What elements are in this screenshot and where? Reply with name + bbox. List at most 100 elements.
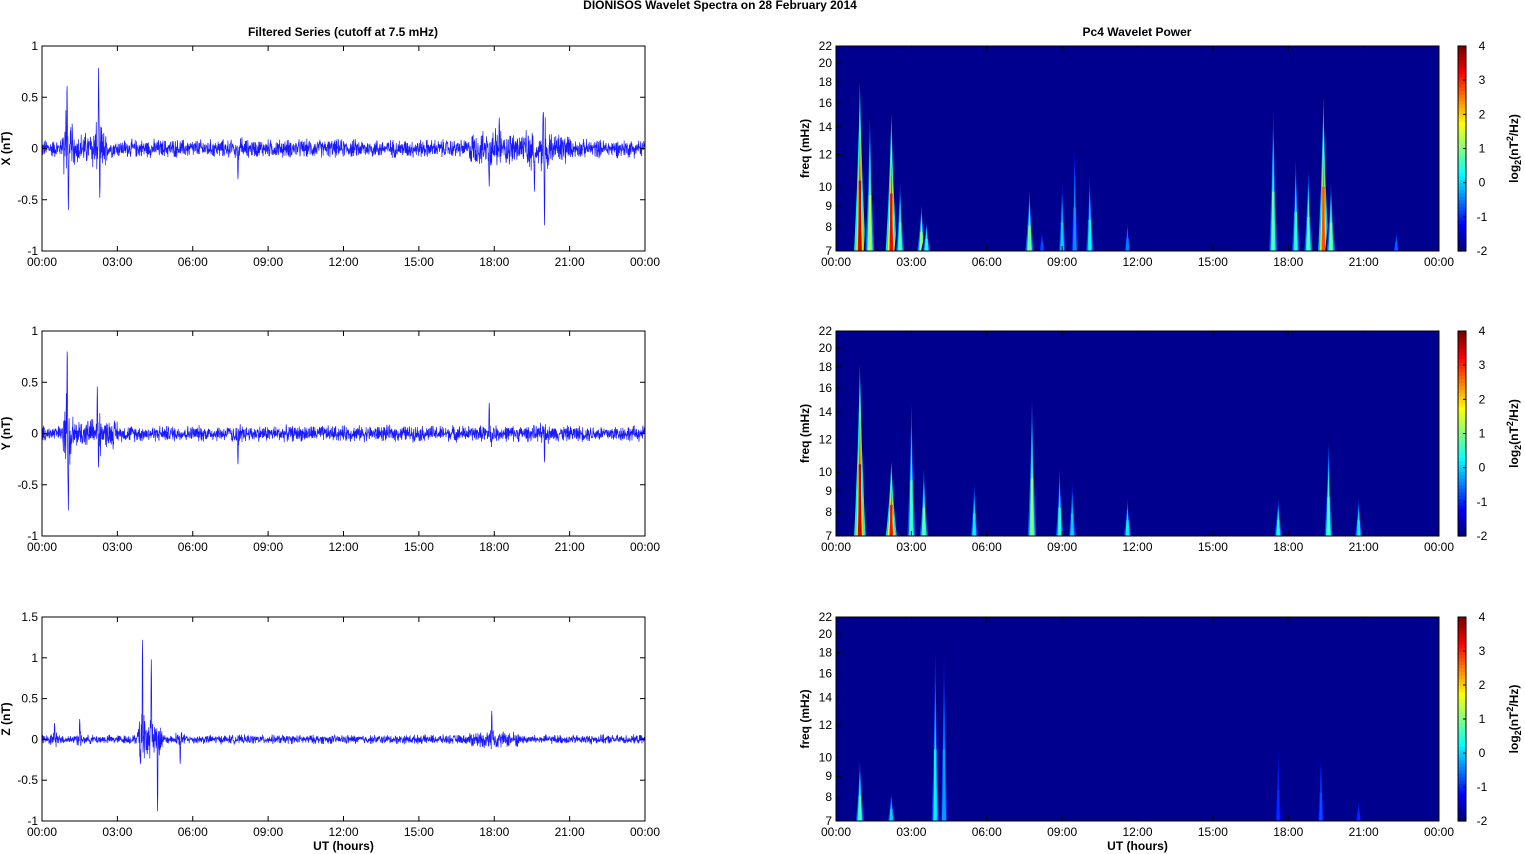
series-y-xtick-label: 15:00 bbox=[404, 540, 434, 554]
power-y-colorbar-cell bbox=[1458, 389, 1466, 394]
power-z-colorbar-cell bbox=[1458, 753, 1466, 757]
power-z-colorbar-cell bbox=[1458, 644, 1466, 649]
power-z-colorbar-cell bbox=[1458, 668, 1466, 672]
power-x-feature-core-17 bbox=[1395, 242, 1398, 251]
power-y-feature-core-6 bbox=[1058, 507, 1061, 536]
power-x-feature-core-9 bbox=[1073, 207, 1076, 251]
power-z-colorbar-cell bbox=[1458, 647, 1466, 652]
power-z-colorbar-cell bbox=[1458, 725, 1466, 730]
power-y-feature-core-8 bbox=[1126, 520, 1129, 536]
power-x-colorbar-cell bbox=[1458, 121, 1466, 126]
series-y-ytick-label: -1 bbox=[27, 529, 38, 543]
series-z-xtick-label: 18:00 bbox=[479, 825, 509, 839]
power-z-colorbar-label: log2(nT2/Hz) bbox=[1505, 685, 1523, 754]
power-x-colorbar-cell bbox=[1458, 189, 1466, 194]
power-y-colorbar-cell bbox=[1458, 337, 1466, 342]
series-x-xtick-label: 21:00 bbox=[555, 255, 585, 269]
power-x-colorbar-cell bbox=[1458, 124, 1466, 129]
power-y-colorbar-cell bbox=[1458, 433, 1466, 438]
power-z-colorbar-cell bbox=[1458, 623, 1466, 628]
power-x-xtick-label: 15:00 bbox=[1198, 255, 1228, 269]
power-z-colorbar-cell bbox=[1458, 702, 1466, 706]
power-z-colorbar-cell bbox=[1458, 685, 1466, 689]
power-y-colorbar-cell bbox=[1458, 378, 1466, 383]
power-x-colorbar-cell bbox=[1458, 155, 1466, 160]
power-y-colorbar-cell bbox=[1458, 385, 1466, 390]
power-y-colorbar-cell bbox=[1458, 532, 1466, 537]
power-z-colorbar-cell bbox=[1458, 678, 1466, 683]
power-z-xtick-label: 03:00 bbox=[896, 825, 926, 839]
series-z-ylabel: Z (nT) bbox=[0, 702, 13, 735]
power-y-colorbar-cell bbox=[1458, 457, 1466, 462]
power-x-colorbar-cell bbox=[1458, 227, 1466, 232]
power-x-ytick-label: 7 bbox=[825, 244, 832, 258]
power-z-colorbar-cell bbox=[1458, 739, 1466, 744]
power-y-colorbar-cell bbox=[1458, 399, 1466, 404]
power-z-colorbar-cell bbox=[1458, 763, 1466, 768]
power-x-feature-core-0 bbox=[858, 180, 862, 251]
power-x-colorbar-cell bbox=[1458, 46, 1466, 51]
power-z-colorbar-cell bbox=[1458, 797, 1466, 802]
power-x-colorbar-cell bbox=[1458, 73, 1466, 78]
power-x-colorbar-tick-label: 1 bbox=[1479, 142, 1486, 156]
power-z-ytick-label: 10 bbox=[819, 750, 833, 764]
series-z-xtick-label: 03:00 bbox=[102, 825, 132, 839]
series-y-ylabel: Y (nT) bbox=[0, 417, 13, 451]
power-y-ylabel: freq (mHz) bbox=[798, 404, 812, 463]
power-x-xtick-label: 12:00 bbox=[1122, 255, 1152, 269]
power-x-colorbar-cell bbox=[1458, 100, 1466, 105]
power-x-colorbar-tick-label: -1 bbox=[1477, 210, 1488, 224]
power-y-xtick-label: 00:00 bbox=[821, 540, 851, 554]
power-y-colorbar-cell bbox=[1458, 464, 1466, 469]
figure-title: DIONISOS Wavelet Spectra on 28 February … bbox=[583, 0, 857, 12]
power-x-feature-core-3 bbox=[898, 222, 902, 251]
power-y-xtick-label: 09:00 bbox=[1047, 540, 1077, 554]
power-x-ytick-label: 8 bbox=[825, 220, 832, 234]
power-x-ytick-label: 9 bbox=[825, 199, 832, 213]
power-y-colorbar-cell bbox=[1458, 361, 1466, 366]
power-x-xtick-label: 18:00 bbox=[1273, 255, 1303, 269]
power-y-colorbar-cell bbox=[1458, 395, 1466, 400]
power-x-background bbox=[836, 46, 1439, 251]
power-y-colorbar-cell bbox=[1458, 488, 1466, 493]
power-x-features bbox=[851, 50, 1401, 252]
power-z-colorbar-cell bbox=[1458, 776, 1466, 781]
power-z-colorbar-cell bbox=[1458, 681, 1466, 686]
series-z-xtick-label: 00:00 bbox=[630, 825, 660, 839]
power-x-colorbar-cell bbox=[1458, 59, 1466, 64]
power-z-ytick-label: 20 bbox=[819, 627, 833, 641]
power-x-feature-core-8 bbox=[1060, 222, 1064, 251]
power-y-colorbar-cell bbox=[1458, 471, 1466, 476]
power-x-colorbar-label: log2(nT2/Hz) bbox=[1505, 114, 1523, 183]
power-z-colorbar-cell bbox=[1458, 657, 1466, 662]
power-y-ytick-label: 16 bbox=[819, 381, 833, 395]
power-z-xtick-label: 00:00 bbox=[821, 825, 851, 839]
power-y-colorbar-cell bbox=[1458, 484, 1466, 489]
power-x-colorbar-cell bbox=[1458, 220, 1466, 225]
power-z-ytick-label: 7 bbox=[825, 814, 832, 828]
power-z-colorbar-cell bbox=[1458, 756, 1466, 761]
power-x-colorbar-cell bbox=[1458, 244, 1466, 249]
power-x-colorbar-cell bbox=[1458, 240, 1466, 245]
power-y-feature-core-1 bbox=[890, 504, 893, 536]
power-x-colorbar-cell bbox=[1458, 49, 1466, 54]
series-y-ytick-label: -0.5 bbox=[17, 478, 38, 492]
power-z-colorbar-cell bbox=[1458, 708, 1466, 713]
power-y-colorbar-cell bbox=[1458, 402, 1466, 407]
series-x-trace bbox=[41, 67, 646, 226]
power-z-ylabel: freq (mHz) bbox=[798, 689, 812, 748]
series-x-ytick-label: 1 bbox=[31, 39, 38, 53]
series-y-xtick-label: 00:00 bbox=[630, 540, 660, 554]
power-z-xtick-label: 00:00 bbox=[1424, 825, 1454, 839]
power-x-colorbar-cell bbox=[1458, 210, 1466, 215]
series-z-ytick-label: 0.5 bbox=[21, 692, 38, 706]
power-x-feature-core-7 bbox=[1040, 242, 1044, 251]
power-x-xtick-label: 09:00 bbox=[1047, 255, 1077, 269]
power-x-xtick-label: 00:00 bbox=[1424, 255, 1454, 269]
power-y-colorbar-cell bbox=[1458, 368, 1466, 373]
power-z-colorbar-cell bbox=[1458, 787, 1466, 791]
series-z-ytick-label: 1.5 bbox=[21, 610, 38, 624]
power-z-ytick-label: 14 bbox=[819, 691, 833, 705]
power-z-colorbar-cell bbox=[1458, 729, 1466, 734]
power-x-colorbar-cell bbox=[1458, 145, 1466, 150]
